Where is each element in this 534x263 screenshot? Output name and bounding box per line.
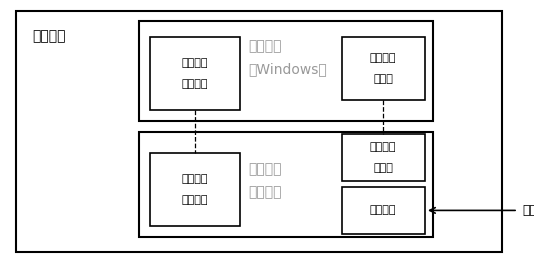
Text: （安卓）: （安卓） (248, 185, 282, 200)
Bar (150, 153, 240, 226)
Text: 信装置: 信装置 (373, 74, 393, 84)
Text: 互联网: 互联网 (522, 204, 534, 217)
Text: 信装置: 信装置 (373, 163, 393, 173)
Text: 第一装置: 第一装置 (248, 162, 282, 176)
Bar (139, 132, 433, 237)
Text: 第一无线: 第一无线 (182, 174, 208, 184)
Text: 第二光通: 第二光通 (370, 53, 396, 63)
Text: 第二无线: 第二无线 (182, 58, 208, 68)
Text: 电子白板: 电子白板 (32, 29, 66, 43)
Text: 网络模块: 网络模块 (370, 205, 396, 215)
Bar (342, 37, 425, 100)
Text: 第二装置: 第二装置 (248, 39, 282, 53)
Bar (342, 134, 425, 181)
Bar (150, 37, 240, 110)
Bar (139, 21, 433, 121)
Text: 网络模块: 网络模块 (182, 195, 208, 205)
Bar (342, 187, 425, 234)
Text: 网络模块: 网络模块 (182, 79, 208, 89)
Text: （Windows）: （Windows） (248, 63, 327, 77)
Text: 第一光通: 第一光通 (370, 142, 396, 152)
